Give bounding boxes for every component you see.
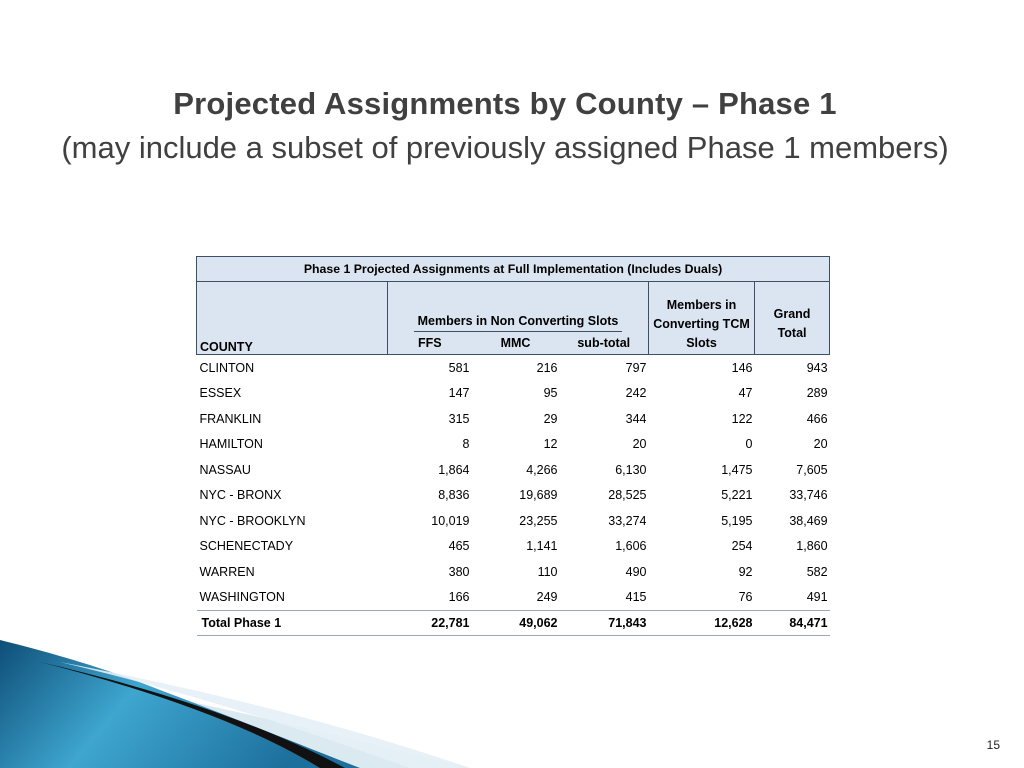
cell-ffs: 147 — [448, 386, 470, 401]
table-row: ESSEX 147 95 242 47 289 — [197, 381, 830, 407]
total-row: Total Phase 1 22,781 49,062 71,843 12,62… — [196, 610, 830, 636]
cell-tcm: 92 — [738, 564, 753, 579]
total-tcm: 12,628 — [648, 610, 755, 636]
cell-mmc: 249 — [471, 584, 560, 611]
cell-grand: 943 — [806, 360, 828, 375]
cell-grand: 289 — [806, 386, 828, 401]
cell-subtotal: 28,525 — [608, 488, 647, 503]
cell-tcm: 47 — [738, 386, 753, 401]
total-grand: 84,471 — [754, 610, 830, 636]
cell-ffs: 10,019 — [431, 513, 470, 528]
cell-ffs: 581 — [448, 360, 470, 375]
total-label: Total Phase 1 — [196, 610, 388, 636]
cell-mmc: 95 — [543, 386, 558, 401]
table-title-row: Phase 1 Projected Assignments at Full Im… — [195, 256, 831, 282]
cell-subtotal: 1,606 — [615, 539, 647, 554]
header-county: COUNTY — [196, 281, 388, 355]
table-row: WARREN 380 110 490 92 582 — [197, 559, 830, 585]
table-title: Phase 1 Projected Assignments at Full Im… — [195, 256, 831, 282]
cell-ffs: 8 — [462, 437, 470, 452]
cell-county: FRANKLIN — [199, 411, 262, 426]
cell-mmc: 110 — [537, 564, 558, 579]
table-row: HAMILTON 8 12 20 0 20 — [197, 432, 830, 458]
cell-county: NYC - BROOKLYN — [199, 513, 306, 528]
cell-subtotal: 33,274 — [608, 513, 647, 528]
cell-mmc: 216 — [536, 360, 558, 375]
cell-grand: 38,469 — [789, 513, 828, 528]
cell-grand: 33,746 — [789, 488, 828, 503]
cell-grand: 7,605 — [796, 462, 828, 477]
table-row: NYC - BROOKLYN 10,019 23,255 33,274 5,19… — [197, 508, 830, 534]
total-ffs: 22,781 — [387, 610, 472, 636]
cell-tcm: 5,195 — [721, 513, 753, 528]
slide-subtitle: (may include a subset of previously assi… — [61, 130, 949, 165]
header-grand-total: Grand Total — [754, 281, 831, 355]
cell-mmc: 19,689 — [519, 488, 558, 503]
page-number: 15 — [986, 738, 1000, 752]
cell-county: NYC - BRONX — [199, 488, 282, 503]
assignments-table: Phase 1 Projected Assignments at Full Im… — [195, 256, 831, 636]
slide-title-block: Projected Assignments by County – Phase … — [40, 84, 970, 171]
table-row: SCHENECTADY 465 1,141 1,606 254 1,860 — [197, 534, 830, 560]
cell-mmc: 4,266 — [526, 462, 558, 477]
cell-tcm: 122 — [731, 411, 753, 426]
table-row: NYC - BRONX 8,836 19,689 28,525 5,221 33… — [197, 483, 830, 509]
cell-grand: 20 — [813, 437, 828, 452]
cell-subtotal: 20 — [632, 437, 647, 452]
cell-grand: 466 — [806, 411, 828, 426]
header-tcm: Members in Converting TCM Slots — [648, 281, 755, 355]
header-subtotal: sub-total — [559, 332, 649, 355]
cell-county: SCHENECTADY — [199, 539, 294, 554]
cell-ffs: 465 — [448, 539, 470, 554]
cell-tcm: 76 — [648, 584, 755, 611]
cell-county: HAMILTON — [199, 437, 263, 452]
cell-subtotal: 797 — [625, 360, 647, 375]
cell-mmc: 23,255 — [519, 513, 558, 528]
cell-tcm: 5,221 — [721, 488, 753, 503]
cell-grand: 1,860 — [796, 539, 828, 554]
header-ffs: FFS — [387, 332, 472, 355]
header-row: COUNTY Members in Non Converting Slots M… — [196, 281, 831, 355]
cell-county: WASHINGTON — [196, 584, 388, 611]
table-row: WASHINGTON 166 249 415 76 491 — [196, 584, 830, 611]
cell-grand: 582 — [806, 564, 828, 579]
cell-tcm: 254 — [731, 539, 753, 554]
cell-subtotal: 6,130 — [615, 462, 647, 477]
slide-title: Projected Assignments by County – Phase … — [173, 86, 837, 121]
cell-subtotal: 490 — [625, 564, 647, 579]
table-row: NASSAU 1,864 4,266 6,130 1,475 7,605 — [197, 457, 830, 483]
cell-mmc: 29 — [543, 411, 558, 426]
cell-ffs: 8,836 — [438, 488, 470, 503]
cell-county: CLINTON — [199, 360, 255, 375]
cell-mmc: 12 — [543, 437, 558, 452]
cell-ffs: 1,864 — [438, 462, 470, 477]
cell-subtotal: 344 — [625, 411, 647, 426]
cell-mmc: 1,141 — [526, 539, 558, 554]
header-group-non-converting: Members in Non Converting Slots — [387, 281, 649, 332]
cell-tcm: 0 — [745, 437, 753, 452]
cell-county: NASSAU — [199, 462, 251, 477]
cell-ffs: 380 — [448, 564, 470, 579]
cell-tcm: 1,475 — [721, 462, 753, 477]
header-mmc: MMC — [471, 332, 560, 355]
cell-county: ESSEX — [199, 386, 242, 401]
header-subrow: FFS MMC sub-total — [197, 332, 830, 355]
total-mmc: 49,062 — [471, 610, 560, 636]
table-row: FRANKLIN 315 29 344 122 466 — [197, 406, 830, 432]
cell-subtotal: 415 — [559, 584, 649, 611]
total-subtotal: 71,843 — [559, 610, 649, 636]
table-row: CLINTON 581 216 797 146 943 — [197, 355, 830, 381]
cell-grand: 491 — [754, 584, 830, 611]
cell-ffs: 166 — [387, 584, 472, 611]
cell-county: WARREN — [199, 564, 255, 579]
cell-subtotal: 242 — [625, 386, 647, 401]
cell-tcm: 146 — [731, 360, 753, 375]
cell-ffs: 315 — [448, 411, 470, 426]
